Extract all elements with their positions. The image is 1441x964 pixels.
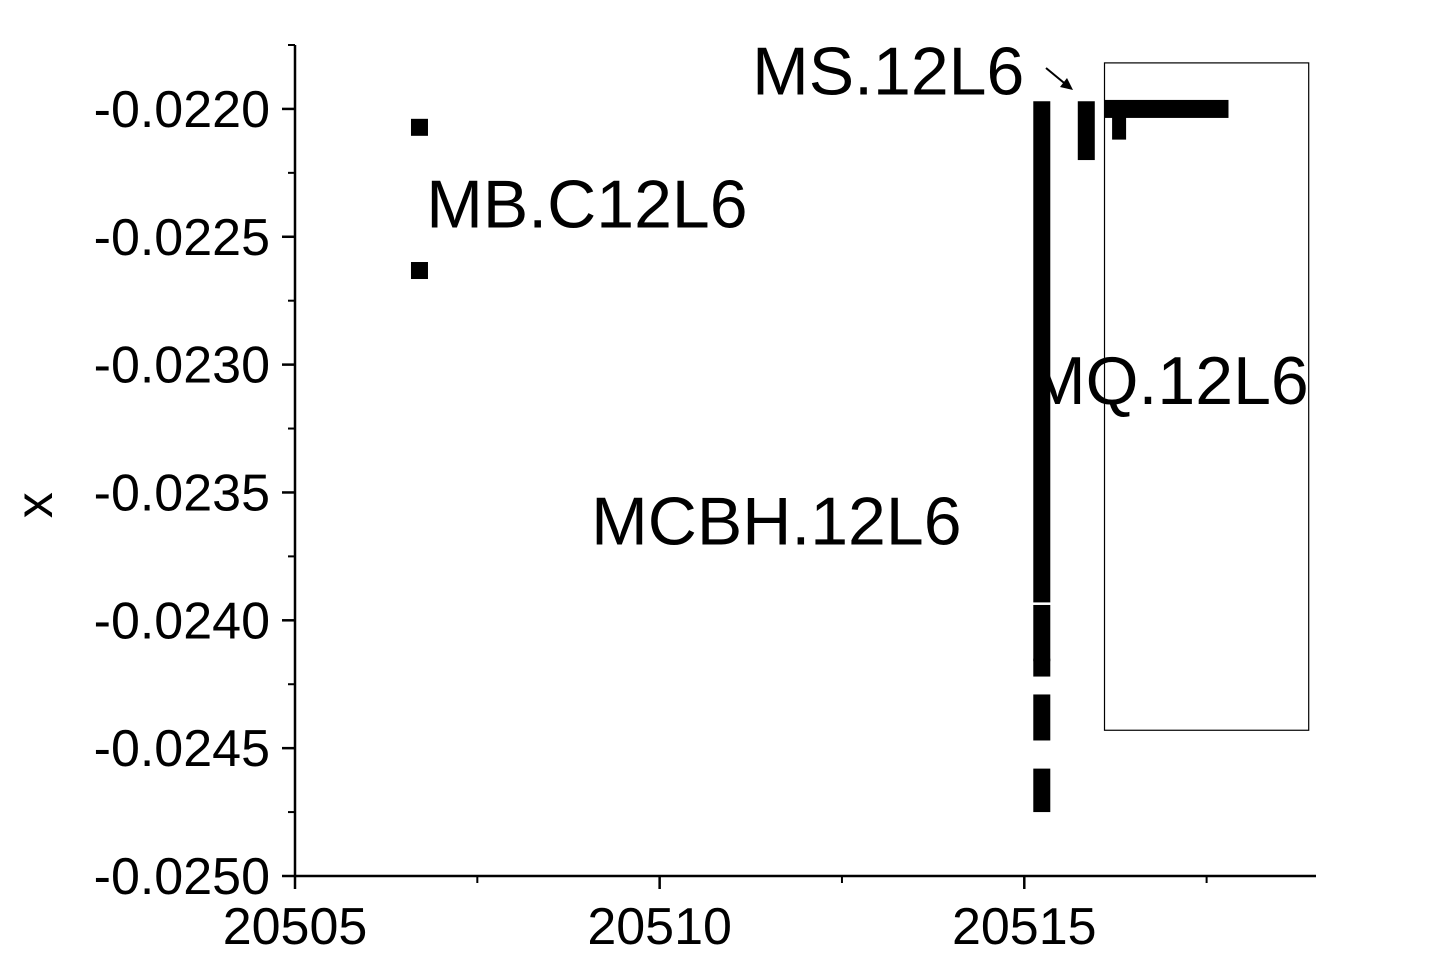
label-mcbh-12l6: MCBH.12L6 <box>591 484 961 560</box>
ms-12l6-segment <box>1077 101 1095 161</box>
x-tick-label: 20515 <box>952 898 1097 956</box>
ms-12l6-arrow-head <box>1060 78 1073 90</box>
y-tick-label: -0.0250 <box>94 848 270 906</box>
mcbh-12l6-segment <box>1033 658 1051 677</box>
mq-12l6-hsegment <box>1104 99 1229 118</box>
mcbh-12l6-segment <box>1033 604 1051 662</box>
mcbh-12l6-segment <box>1033 694 1051 741</box>
y-tick-label: -0.0235 <box>94 464 270 522</box>
mb-c12l6-marker <box>410 118 428 136</box>
x-tick-label: 20510 <box>587 898 732 956</box>
y-axis-title: x <box>6 492 64 518</box>
y-tick-label: -0.0230 <box>94 337 270 395</box>
y-tick-label: -0.0220 <box>94 81 270 139</box>
label-mb-c12l6: MB.C12L6 <box>426 167 747 243</box>
mcbh-12l6-segment <box>1033 768 1051 813</box>
y-tick-label: -0.0240 <box>94 592 270 650</box>
label-mq-12l6: MQ.12L6 <box>1029 343 1309 419</box>
y-tick-label: -0.0245 <box>94 720 270 778</box>
y-tick-label: -0.0225 <box>94 209 270 267</box>
mq-region-box <box>1103 62 1310 731</box>
mb-c12l6-marker <box>410 262 428 280</box>
x-tick-label: 20505 <box>223 898 368 956</box>
label-ms-12l6: MS.12L6 <box>752 34 1024 110</box>
mcbh-12l6-segment <box>1033 101 1051 603</box>
